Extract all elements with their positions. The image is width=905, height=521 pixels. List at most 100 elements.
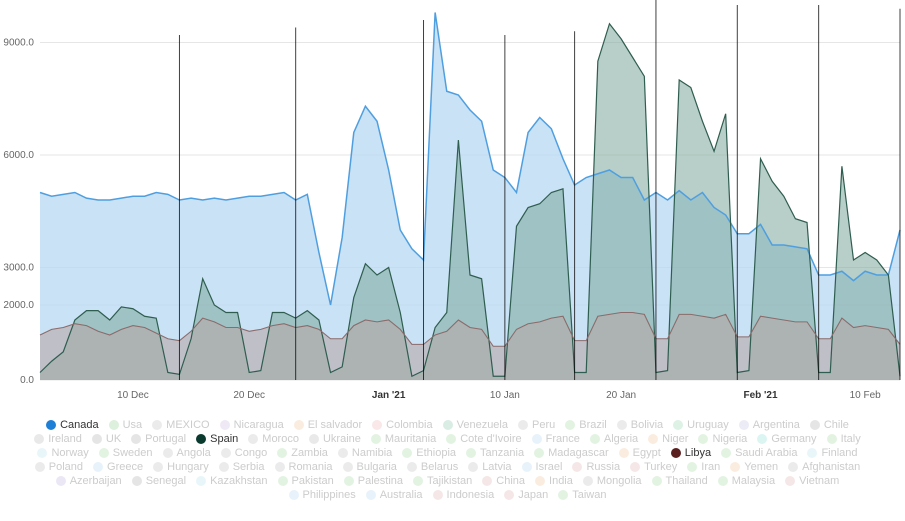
legend-item[interactable]: Tanzania	[466, 447, 524, 459]
legend-item[interactable]: India	[535, 475, 573, 487]
legend-item[interactable]: Hungary	[153, 461, 209, 473]
legend-item[interactable]: Colombia	[372, 419, 432, 431]
legend-item[interactable]: Pakistan	[278, 475, 334, 487]
legend-label: Pakistan	[292, 475, 334, 487]
legend-item[interactable]: Moroco	[248, 433, 299, 445]
legend-item[interactable]: Poland	[35, 461, 83, 473]
legend-item[interactable]: Palestina	[344, 475, 403, 487]
legend-label: Malaysia	[732, 475, 775, 487]
legend-item[interactable]: Niger	[648, 433, 688, 445]
legend-item[interactable]: MEXICO	[152, 419, 209, 431]
legend-swatch	[788, 462, 798, 472]
legend-item[interactable]: Ireland	[34, 433, 82, 445]
svg-text:20 Jan: 20 Jan	[606, 390, 636, 401]
legend-item[interactable]: Bulgaria	[343, 461, 397, 473]
legend-swatch	[446, 434, 456, 444]
legend-item[interactable]: Greece	[93, 461, 143, 473]
svg-text:0.0: 0.0	[20, 375, 34, 386]
legend-swatch	[482, 476, 492, 486]
legend-item[interactable]: Tajikistan	[413, 475, 472, 487]
legend-item[interactable]: Finland	[807, 447, 857, 459]
legend-swatch	[810, 420, 820, 430]
legend-item[interactable]: Italy	[827, 433, 861, 445]
legend-swatch	[565, 420, 575, 430]
legend-label: France	[546, 433, 580, 445]
legend-item[interactable]: Bolivia	[617, 419, 663, 431]
legend-item[interactable]: Azerbaijan	[56, 475, 122, 487]
legend-item[interactable]: Turkey	[630, 461, 677, 473]
legend-swatch	[99, 448, 109, 458]
legend-item[interactable]: Romania	[275, 461, 333, 473]
legend-item[interactable]: Namibia	[338, 447, 392, 459]
legend-swatch	[131, 434, 141, 444]
legend-item[interactable]: Thailand	[652, 475, 708, 487]
legend-item[interactable]: Mauritania	[371, 433, 436, 445]
legend-item[interactable]: Egypt	[619, 447, 661, 459]
legend-item[interactable]: France	[532, 433, 580, 445]
legend-item[interactable]: Senegal	[132, 475, 186, 487]
legend-item[interactable]: Russia	[572, 461, 620, 473]
legend-item[interactable]: Ukraine	[309, 433, 361, 445]
legend-swatch	[220, 420, 230, 430]
legend-item[interactable]: Mongolia	[583, 475, 642, 487]
legend-item[interactable]: Ethiopia	[402, 447, 456, 459]
legend-item[interactable]: UK	[92, 433, 121, 445]
legend-item[interactable]: Malaysia	[718, 475, 775, 487]
legend-item[interactable]: Israel	[522, 461, 563, 473]
legend-swatch	[534, 448, 544, 458]
legend-label: Senegal	[146, 475, 186, 487]
legend-swatch	[721, 448, 731, 458]
legend-item[interactable]: Congo	[221, 447, 267, 459]
legend-swatch	[407, 462, 417, 472]
legend-label: Vietnam	[799, 475, 839, 487]
legend-item[interactable]: Yemen	[730, 461, 778, 473]
legend-item[interactable]: Angola	[163, 447, 211, 459]
legend-item[interactable]: Australia	[366, 489, 423, 501]
legend-item[interactable]: Germany	[757, 433, 816, 445]
legend-item[interactable]: Argentina	[739, 419, 800, 431]
legend-swatch	[196, 434, 206, 444]
legend-item[interactable]: Nicaragua	[220, 419, 284, 431]
legend-swatch	[372, 420, 382, 430]
legend-item[interactable]: Nigeria	[698, 433, 747, 445]
legend-item[interactable]: Taiwan	[558, 489, 606, 501]
legend-item[interactable]: El salvador	[294, 419, 362, 431]
legend-item[interactable]: Belarus	[407, 461, 458, 473]
legend-label: Usa	[123, 419, 143, 431]
legend-item[interactable]: Cote d'Ivoire	[446, 433, 521, 445]
legend-swatch	[152, 420, 162, 430]
legend-item[interactable]: Madagascar	[534, 447, 609, 459]
legend-item[interactable]: Philippines	[289, 489, 356, 501]
legend-swatch	[535, 476, 545, 486]
legend-item[interactable]: Spain	[196, 433, 238, 445]
legend-item[interactable]: Indonesia	[433, 489, 495, 501]
legend-swatch	[37, 448, 47, 458]
legend-item[interactable]: Afghanistan	[788, 461, 860, 473]
legend-item[interactable]: Japan	[504, 489, 548, 501]
legend-item[interactable]: Sweden	[99, 447, 153, 459]
legend-label: Bulgaria	[357, 461, 397, 473]
legend-item[interactable]: Algeria	[590, 433, 638, 445]
legend-item[interactable]: China	[482, 475, 525, 487]
legend-item[interactable]: Saudi Arabia	[721, 447, 797, 459]
legend-item[interactable]: Chile	[810, 419, 849, 431]
legend-item[interactable]: Venezuela	[443, 419, 508, 431]
legend-swatch	[687, 462, 697, 472]
legend-item[interactable]: Norway	[37, 447, 88, 459]
legend-item[interactable]: Peru	[518, 419, 555, 431]
legend-item[interactable]: Vietnam	[785, 475, 839, 487]
legend-item[interactable]: Libya	[671, 447, 711, 459]
legend-item[interactable]: Iran	[687, 461, 720, 473]
legend-item[interactable]: Canada	[46, 419, 99, 431]
legend-item[interactable]: Portugal	[131, 433, 186, 445]
legend-swatch	[443, 420, 453, 430]
legend-item[interactable]: Usa	[109, 419, 143, 431]
legend-item[interactable]: Zambia	[277, 447, 328, 459]
legend-item[interactable]: Kazakhstan	[196, 475, 267, 487]
legend-item[interactable]: Serbia	[219, 461, 265, 473]
legend-item[interactable]: Latvia	[468, 461, 511, 473]
legend-swatch	[163, 448, 173, 458]
legend-item[interactable]: Brazil	[565, 419, 607, 431]
legend-item[interactable]: Uruguay	[673, 419, 729, 431]
area-chart[interactable]: 0.03000.06000.09000.02000.010 Dec20 DecJ…	[0, 0, 905, 410]
